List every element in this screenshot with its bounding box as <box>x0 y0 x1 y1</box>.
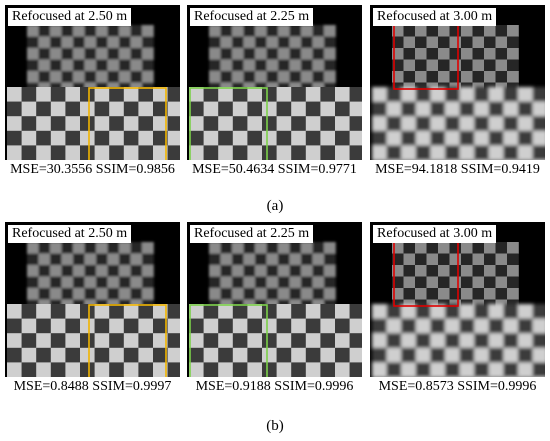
panel-b-2: Refocused at 2.25 m MSE=0.9188 SSIM=0.99… <box>187 222 362 397</box>
panel-a-3: Refocused at 3.00 m MSE=94.1818 SSIM=0.9… <box>370 5 545 180</box>
caption-a: (a) <box>266 198 284 214</box>
checkerboard-image <box>372 241 545 392</box>
refocus-title: Refocused at 3.00 m <box>373 225 497 243</box>
checkerboard-layer <box>372 87 545 175</box>
panel-a-2: Refocused at 2.25 m MSE=50.4634 SSIM=0.9… <box>187 5 362 180</box>
refocus-title: Refocused at 2.25 m <box>190 225 314 243</box>
checkerboard-image <box>7 242 180 392</box>
metrics-label: MSE=0.9188 SSIM=0.9996 <box>187 377 362 397</box>
metrics-label: MSE=0.8488 SSIM=0.9997 <box>5 377 180 397</box>
refocus-title: Refocused at 2.50 m <box>8 225 132 243</box>
checkerboard-image <box>372 24 545 175</box>
metrics-label: MSE=0.8573 SSIM=0.9996 <box>370 377 545 397</box>
metrics-label: MSE=94.1818 SSIM=0.9419 <box>370 160 545 180</box>
panel-b-1: Refocused at 2.50 m MSE=0.8488 SSIM=0.99… <box>5 222 180 397</box>
checkerboard-image <box>189 25 362 175</box>
panel-a-1: Refocused at 2.50 m MSE=30.3556 SSIM=0.9… <box>5 5 180 180</box>
refocus-title: Refocused at 2.25 m <box>190 8 314 26</box>
caption-b: (b) <box>266 418 284 434</box>
panel-b-3: Refocused at 3.00 m MSE=0.8573 SSIM=0.99… <box>370 222 545 397</box>
checkerboard-image <box>189 242 362 392</box>
metrics-label: MSE=50.4634 SSIM=0.9771 <box>187 160 362 180</box>
metrics-label: MSE=30.3556 SSIM=0.9856 <box>5 160 180 180</box>
checkerboard-image <box>7 25 180 175</box>
refocus-title: Refocused at 2.50 m <box>8 8 132 26</box>
refocus-title: Refocused at 3.00 m <box>373 8 497 26</box>
